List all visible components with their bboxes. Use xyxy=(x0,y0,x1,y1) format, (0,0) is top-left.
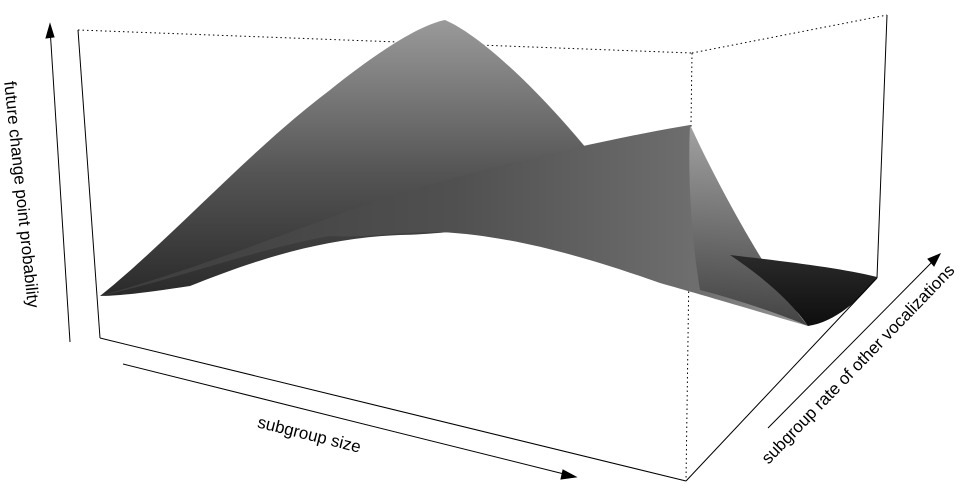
box-edge-top-front xyxy=(78,15,887,30)
box-edge-back-right-top xyxy=(692,15,887,53)
z-axis-label: future change point probability xyxy=(0,80,43,309)
box-edge-right-vertical xyxy=(877,15,887,278)
x-axis-arrowhead xyxy=(561,470,576,479)
z-axis-arrow-line xyxy=(50,28,70,342)
z-axis-arrowhead xyxy=(46,24,54,38)
box-edge-left-vertical xyxy=(78,30,100,338)
x-axis-label: subgroup size xyxy=(256,413,363,457)
x-axis-arrow-line xyxy=(123,364,572,476)
surface-mesh xyxy=(100,20,877,326)
box-edge-front-bottom xyxy=(100,338,686,481)
